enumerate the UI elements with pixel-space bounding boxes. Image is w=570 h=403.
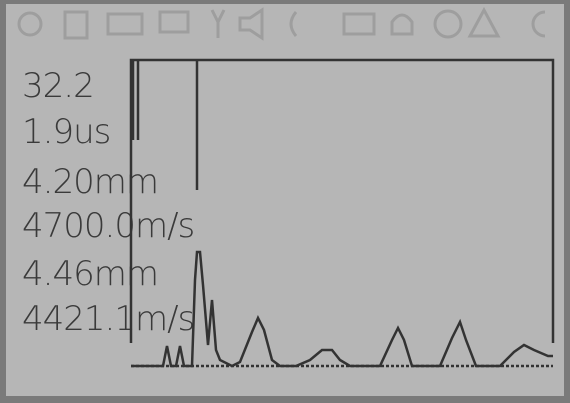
- gain-reading: 32.2: [22, 66, 94, 106]
- gate-marker: [131, 60, 140, 140]
- waveform-plot: [129, 58, 555, 368]
- readings: 32.2 1.9us 4.20mm 4700.0m/s 4.46mm 4421.…: [22, 66, 195, 339]
- status-icons: [17, 6, 546, 41]
- velocity-reading: 4700.0m/s: [22, 206, 194, 246]
- signal-trace: [131, 250, 553, 368]
- lcd-panel: [6, 4, 564, 396]
- thickness-reading: 4.20mm: [22, 162, 158, 202]
- thickness-reading-2: 4.46mm: [22, 254, 158, 294]
- velocity-reading-2: 4421.1m/s: [22, 299, 194, 339]
- plot-frame: [129, 58, 555, 343]
- time-reading: 1.9us: [22, 112, 110, 152]
